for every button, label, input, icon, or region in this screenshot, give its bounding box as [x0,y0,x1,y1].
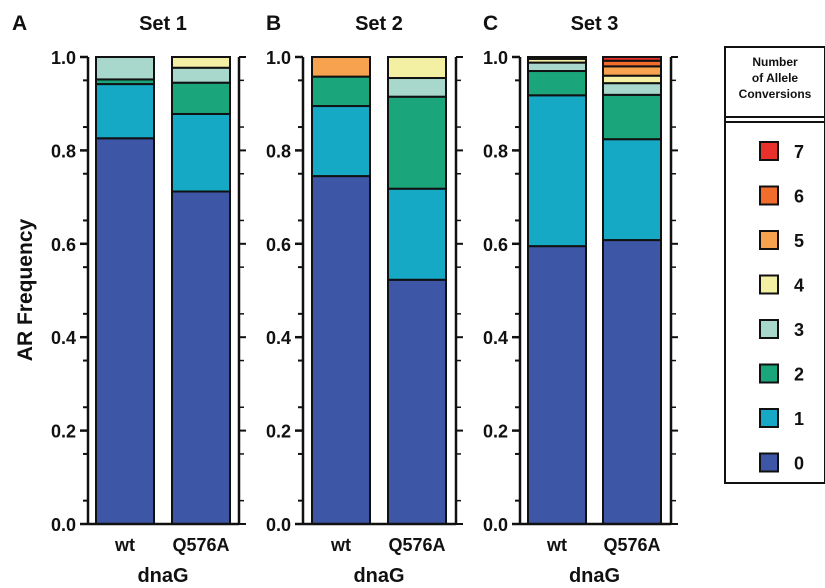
bar-segment-q576a-0 [602,239,662,525]
bar-segment-wt-1 [95,83,155,140]
x-tick-label: Q576A [388,535,445,555]
bar-segment-wt-2 [527,70,587,97]
y-tick-label: 1.0 [51,48,76,68]
panel-C: C Set 3 wt Q576A 0.0 0.2 0.4 0.6 0.8 1.0 dnaG [483,12,678,587]
y-tick-label: 0.4 [483,328,508,348]
legend-title-line: of Allele [752,71,799,85]
bar-segment-wt-1 [527,94,587,248]
x-axis-label: dnaG [569,565,620,587]
bar-segment-wt-3 [527,61,587,73]
legend-item-6: 6 [759,185,804,207]
bar-segment-q576a-0 [171,190,231,525]
x-tick-label: wt [330,535,351,555]
legend-label: 1 [794,409,804,429]
bar-segment-q576a-2 [387,95,447,190]
legend-item-3: 3 [759,319,804,340]
legend-item-0: 0 [759,452,804,474]
legend-title: Number of Allele Conversions [739,55,812,101]
panel-A: A Set 1 wt Q576A 0.0 0.2 0.4 0.6 0.8 1.0 dnaG [12,12,246,587]
panel-B: B Set 2 wt Q576A 0.0 0.2 0.4 0.6 0.8 1.0 dnaG [266,12,463,587]
legend-swatch [759,274,779,295]
legend-label: 2 [794,365,804,385]
y-tick-label: 0.0 [51,515,76,535]
legend-swatch [759,452,779,473]
panel-title: Set 2 [355,13,403,35]
bar-segment-q576a-3 [602,82,662,96]
legend-swatch [759,141,779,161]
legend-swatch [759,408,779,428]
legend-label: 4 [794,276,804,296]
y-tick-label: 0.8 [51,141,76,161]
x-tick-label: Q576A [172,535,229,555]
legend-label: 6 [794,187,804,207]
legend-item-1: 1 [759,408,804,429]
y-tick-label: 0.8 [483,141,508,161]
legend-label: 0 [794,454,804,474]
panels: A Set 1 wt Q576A 0.0 0.2 0.4 0.6 0.8 1.0 dnaG B Set … [12,12,678,587]
bar-segment-q576a-4 [387,56,447,80]
x-tick-label: wt [546,535,567,555]
legend-item-2: 2 [759,363,804,385]
bar-segment-wt-0 [527,245,587,525]
panel-title: Set 1 [139,13,187,35]
bar-segment-wt-3 [95,56,155,81]
bar-segment-q576a-1 [387,187,447,281]
bar-segment-wt-2 [311,75,371,108]
y-tick-label: 0.2 [266,422,291,442]
bar-segment-q576a-2 [171,81,231,115]
x-axis-label: dnaG [353,565,404,587]
bar-segment-wt-1 [311,105,371,178]
bar-segment-q576a-7 [602,56,662,62]
y-axis-label: AR Frequency [14,219,37,362]
legend-item-7: 7 [759,141,804,162]
y-tick-label: 1.0 [266,48,291,68]
y-tick-label: 0.6 [483,235,508,255]
x-tick-label: Q576A [603,535,660,555]
y-tick-label: 0.0 [266,515,291,535]
x-tick-label: wt [114,535,135,555]
legend: Number of Allele Conversions 7 6 5 4 3 2 1 0 [724,46,825,484]
bar-segment-wt-0 [95,137,155,525]
bar-segment-q576a-4 [171,56,231,69]
legend-swatch [759,319,779,339]
legend-swatch [759,363,779,384]
bar-segment-q576a-5 [602,65,662,77]
legend-label: 5 [794,231,804,251]
legend-label: 7 [794,142,804,162]
panel-title: Set 3 [571,13,619,35]
y-tick-label: 0.6 [266,235,291,255]
legend-item-4: 4 [759,274,804,296]
bar-segment-wt-5 [311,56,371,78]
legend-title-line: Conversions [739,87,812,101]
legend-label: 3 [794,320,804,340]
panel-letter: A [12,12,27,35]
bar-segment-q576a-0 [387,278,447,525]
bar-segment-q576a-1 [602,138,662,242]
legend-swatch [759,185,779,206]
legend-swatch [759,230,779,250]
bar-segment-q576a-1 [171,112,231,193]
bar-segment-wt-5 [527,56,587,60]
y-tick-label: 0.8 [266,141,291,161]
y-tick-label: 0.4 [266,328,291,348]
y-tick-label: 0.2 [483,422,508,442]
y-tick-label: 0.0 [483,515,508,535]
bar-segment-q576a-2 [602,93,662,141]
y-tick-label: 0.6 [51,235,76,255]
panel-letter: C [483,12,498,35]
y-tick-label: 0.2 [51,422,76,442]
panel-letter: B [266,12,281,35]
y-tick-label: 1.0 [483,48,508,68]
bar-segment-q576a-3 [171,66,231,84]
legend-title-line: Number [752,55,798,69]
bar-segment-q576a-3 [387,77,447,98]
legend-items: 7 6 5 4 3 2 1 0 [759,141,804,474]
x-axis-label: dnaG [137,565,188,587]
bar-segment-wt-0 [311,175,371,526]
legend-item-5: 5 [759,230,804,251]
bar-segment-q576a-4 [602,74,662,85]
y-tick-label: 0.4 [51,328,76,348]
